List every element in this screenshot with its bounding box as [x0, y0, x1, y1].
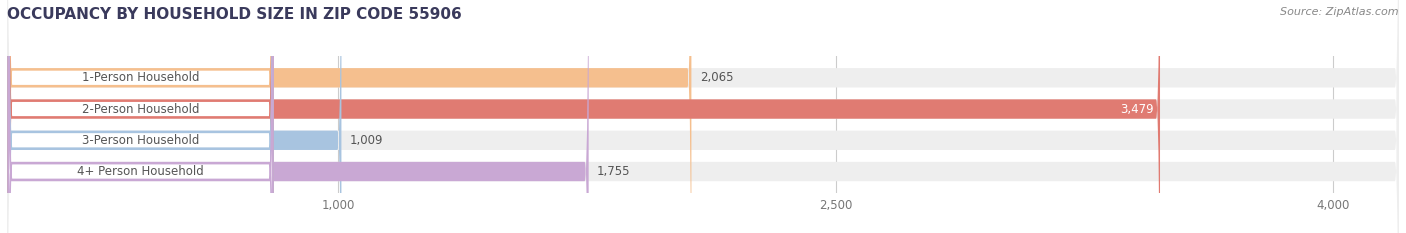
Text: 1-Person Household: 1-Person Household: [82, 71, 200, 84]
FancyBboxPatch shape: [7, 0, 589, 233]
Text: 4+ Person Household: 4+ Person Household: [77, 165, 204, 178]
Text: 2-Person Household: 2-Person Household: [82, 103, 200, 116]
Text: OCCUPANCY BY HOUSEHOLD SIZE IN ZIP CODE 55906: OCCUPANCY BY HOUSEHOLD SIZE IN ZIP CODE …: [7, 7, 461, 22]
FancyBboxPatch shape: [7, 0, 692, 233]
FancyBboxPatch shape: [7, 0, 1399, 233]
Text: 3-Person Household: 3-Person Household: [82, 134, 200, 147]
FancyBboxPatch shape: [7, 0, 1399, 233]
FancyBboxPatch shape: [8, 0, 273, 233]
FancyBboxPatch shape: [8, 0, 273, 233]
FancyBboxPatch shape: [8, 0, 273, 233]
Text: 1,009: 1,009: [350, 134, 384, 147]
FancyBboxPatch shape: [7, 0, 342, 233]
Text: 3,479: 3,479: [1119, 103, 1153, 116]
FancyBboxPatch shape: [7, 0, 1399, 233]
FancyBboxPatch shape: [7, 0, 1160, 233]
Text: 2,065: 2,065: [700, 71, 733, 84]
FancyBboxPatch shape: [8, 0, 273, 233]
Text: Source: ZipAtlas.com: Source: ZipAtlas.com: [1281, 7, 1399, 17]
FancyBboxPatch shape: [7, 0, 1399, 233]
Text: 1,755: 1,755: [598, 165, 630, 178]
